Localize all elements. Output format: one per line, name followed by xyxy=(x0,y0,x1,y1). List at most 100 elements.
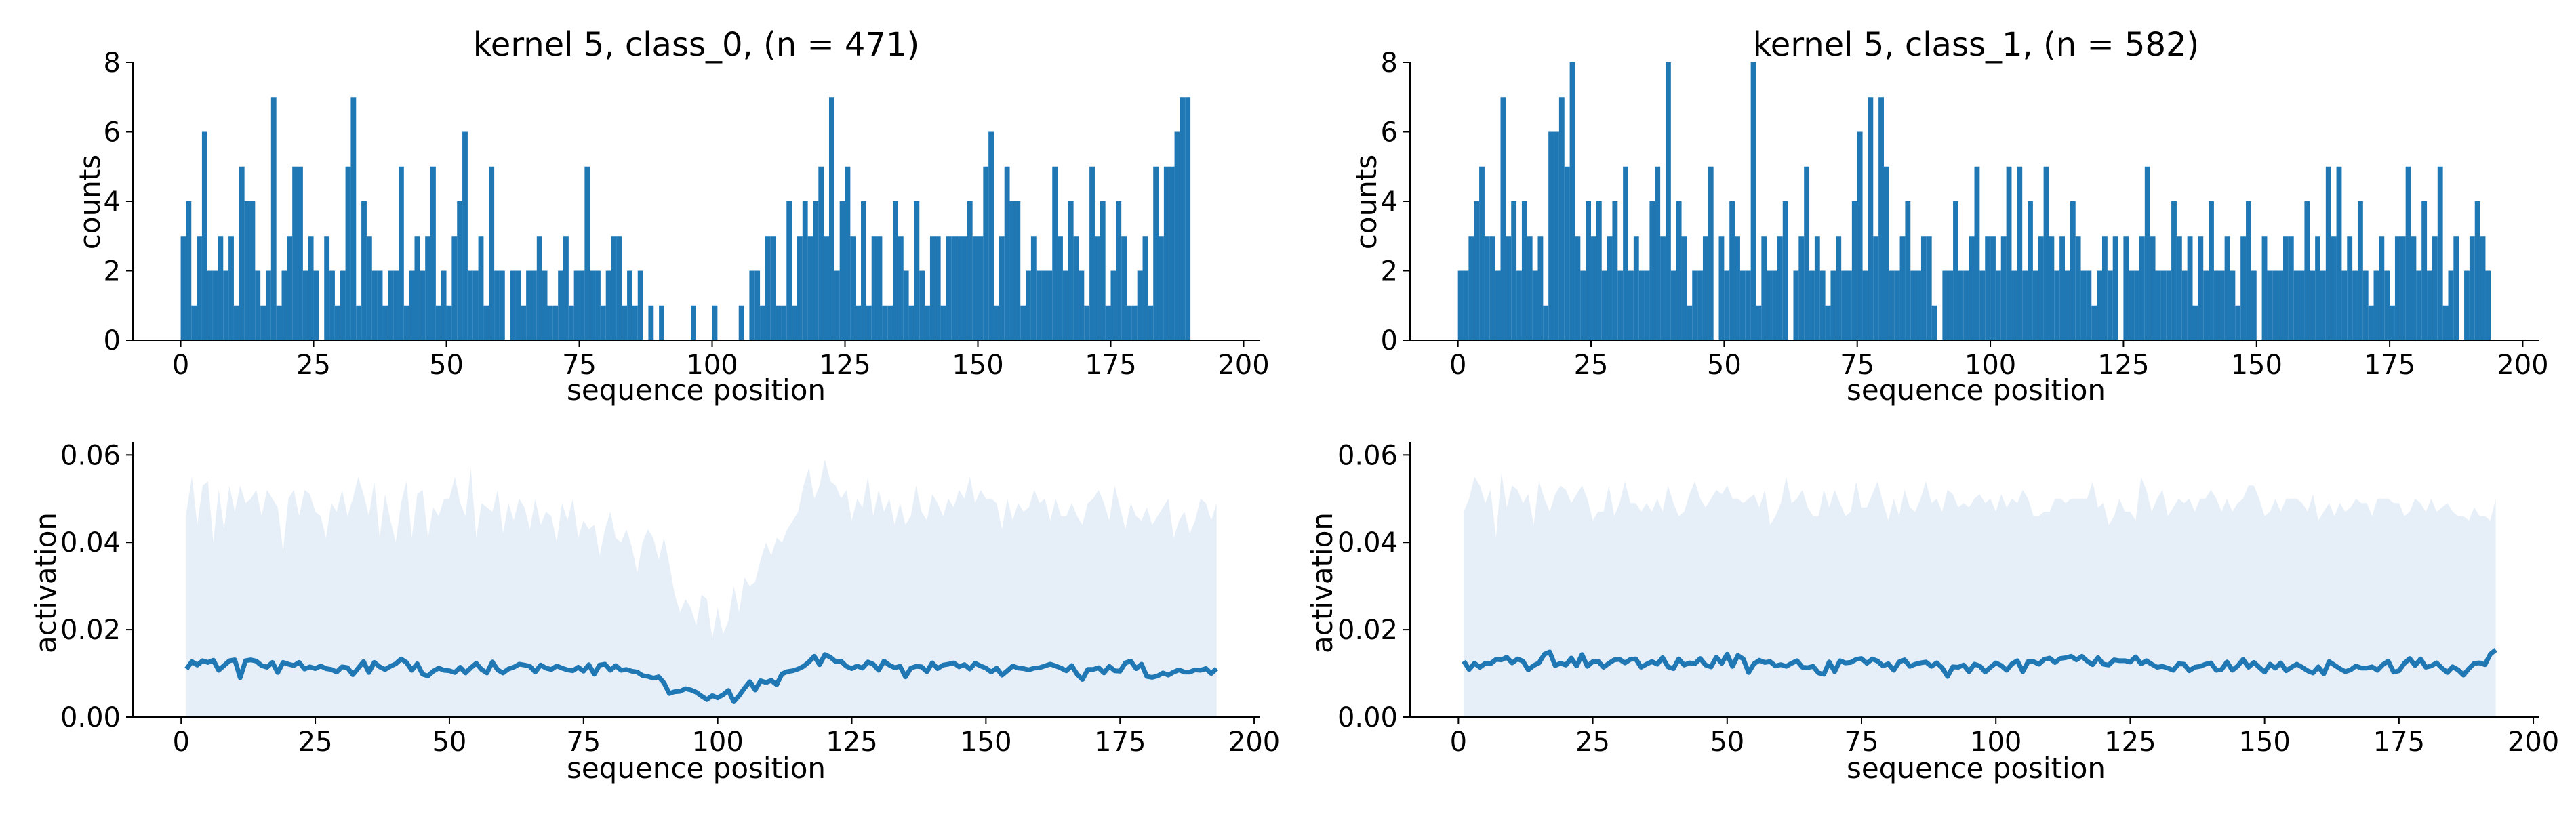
y-tick-label: 2 xyxy=(104,256,121,287)
histogram-bar xyxy=(1836,236,1842,340)
histogram-bar xyxy=(1100,201,1106,340)
y-axis-label: counts xyxy=(1350,155,1383,249)
histogram-bar xyxy=(1163,166,1169,340)
histogram-bar xyxy=(2043,166,2049,340)
histogram-bar xyxy=(935,236,941,340)
histogram-bar xyxy=(1830,270,1836,340)
histogram-bar xyxy=(2261,236,2268,340)
histogram-bar xyxy=(563,236,569,340)
x-tick-label: 125 xyxy=(2104,727,2156,758)
histogram-bar xyxy=(1004,166,1010,340)
histogram-bar xyxy=(925,305,930,340)
histogram-bar xyxy=(2394,236,2400,340)
histogram-bar xyxy=(1084,305,1090,340)
histogram-bar xyxy=(648,305,654,340)
histogram-bar xyxy=(1767,270,1773,340)
histogram-bar xyxy=(1484,236,1490,340)
histogram-bar xyxy=(691,305,696,340)
histogram-bar xyxy=(2320,270,2326,340)
histogram-bar xyxy=(802,201,808,340)
histogram-bar xyxy=(2091,305,2097,340)
histogram-bar xyxy=(382,305,388,340)
y-tick-label: 8 xyxy=(104,47,121,79)
histogram-bar xyxy=(526,270,531,340)
histogram-bar xyxy=(1020,305,1026,340)
histogram-bar xyxy=(329,270,335,340)
y-tick-label: 0.00 xyxy=(60,702,121,733)
histogram-bar xyxy=(494,270,500,340)
histogram-bar xyxy=(1174,131,1180,340)
histogram-bar xyxy=(2011,270,2017,340)
histogram-bar xyxy=(361,201,367,340)
histogram-bar xyxy=(828,97,834,340)
histogram-bar xyxy=(1612,201,1618,340)
histogram-bar xyxy=(2150,236,2156,340)
histogram-bar xyxy=(1681,236,1687,340)
histogram-bar xyxy=(1825,305,1831,340)
x-tick-label: 25 xyxy=(1575,727,1610,758)
histogram-bar xyxy=(228,236,234,340)
histogram-bar xyxy=(1532,270,1538,340)
histogram-bar xyxy=(1851,201,1857,340)
histogram-bar xyxy=(1926,236,1932,340)
histogram-bar xyxy=(515,270,521,340)
x-tick-label: 75 xyxy=(562,350,597,381)
histogram-bar xyxy=(1105,305,1111,340)
histogram-bar xyxy=(2272,270,2278,340)
histogram-bar xyxy=(414,236,420,340)
histogram-bar xyxy=(2032,270,2038,340)
histogram-bar xyxy=(2022,270,2028,340)
histogram-bar xyxy=(302,270,308,340)
histogram-bar xyxy=(377,270,383,340)
histogram-bar xyxy=(893,201,898,340)
histogram-bar xyxy=(281,270,287,340)
histogram-bar xyxy=(276,305,282,340)
histogram-bar xyxy=(1564,166,1570,340)
histogram-bar xyxy=(1905,201,1911,340)
mean-activation-line xyxy=(184,652,1219,704)
histogram-bar xyxy=(792,305,797,340)
x-tick-label: 200 xyxy=(1228,727,1280,758)
histogram-bar xyxy=(531,270,537,340)
histogram-bar xyxy=(2390,305,2395,340)
histogram-bar xyxy=(1660,236,1666,340)
histogram-bar xyxy=(946,236,952,340)
histogram-bar xyxy=(1985,236,1991,340)
histogram-bar xyxy=(2331,236,2337,340)
histogram-bar xyxy=(2123,236,2129,340)
histogram-bar xyxy=(467,270,473,340)
histogram-bar xyxy=(1521,201,1527,340)
x-tick-label: 75 xyxy=(1845,727,1879,758)
histogram-bar xyxy=(1062,270,1068,340)
histogram-bar xyxy=(2171,201,2177,340)
histogram-bar xyxy=(2187,236,2193,340)
histogram-bar xyxy=(1543,305,1549,340)
histogram-bar xyxy=(441,270,447,340)
y-tick-label: 8 xyxy=(1381,47,1398,79)
histogram-bar xyxy=(2198,236,2204,340)
histogram-bar xyxy=(2224,236,2230,340)
histogram-bar xyxy=(298,166,303,340)
histogram-bar xyxy=(1702,236,1708,340)
histogram-bar xyxy=(388,270,394,340)
histogram-bar xyxy=(1591,236,1596,340)
histogram-bar xyxy=(1735,236,1740,340)
histogram-bar xyxy=(856,305,862,340)
histogram-bar xyxy=(1761,236,1767,340)
histogram-bar xyxy=(568,305,574,340)
histogram-bar xyxy=(472,270,479,340)
histogram-bar xyxy=(435,305,441,340)
histogram-bar xyxy=(1489,236,1495,340)
histogram-bar xyxy=(2283,236,2289,340)
histogram-bar xyxy=(861,201,866,340)
histogram-bar xyxy=(1079,270,1085,340)
histogram-bar xyxy=(1750,62,1756,340)
histogram-bar xyxy=(1931,305,1937,340)
histogram-bar xyxy=(2139,236,2145,340)
histogram-bar xyxy=(2246,201,2251,340)
histogram-bar xyxy=(632,305,638,340)
histogram-bar xyxy=(1617,270,1624,340)
x-tick-label: 50 xyxy=(1707,350,1742,381)
